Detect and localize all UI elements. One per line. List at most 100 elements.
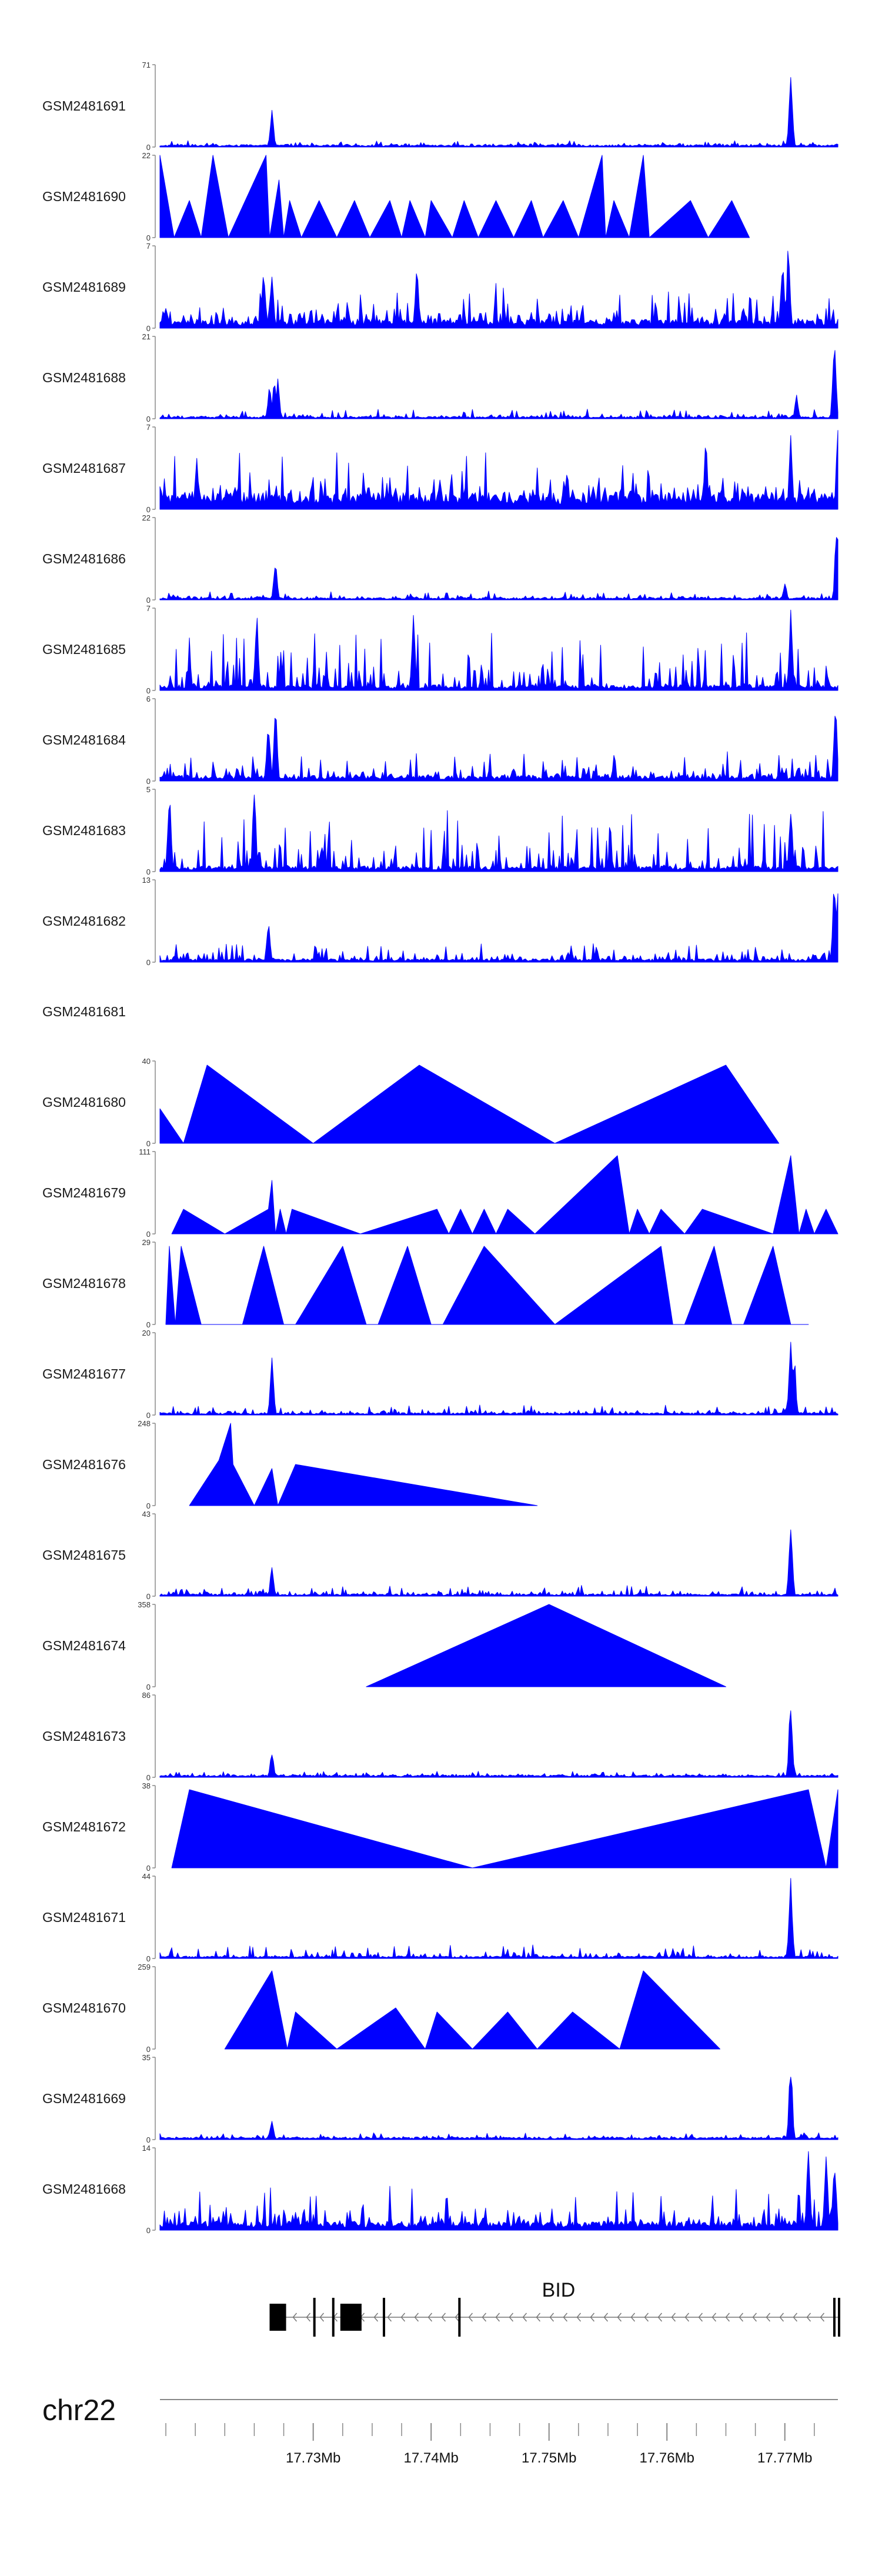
strand-arrow (441, 2313, 446, 2322)
gene-exon (458, 2298, 461, 2337)
strand-arrow (617, 2313, 622, 2322)
chromosome-label: chr22 (42, 2394, 116, 2427)
coverage-area (165, 1246, 809, 1325)
track-label: GSM2481675 (42, 1547, 126, 1563)
track-ymin-label: 0 (146, 324, 151, 333)
coverage-area (171, 1789, 838, 1868)
track-ymin-label: 0 (146, 1411, 151, 1420)
track-ymax-label: 20 (142, 1329, 151, 1337)
track-label: GSM2481690 (42, 189, 126, 204)
track-ymin-label: 0 (146, 958, 151, 967)
track-label: GSM2481683 (42, 823, 126, 838)
coverage-area (159, 716, 838, 782)
track-ymin-label: 0 (146, 2226, 151, 2235)
track-GSM2481675: GSM2481675 43 0 (42, 1510, 838, 1601)
gene-exon (340, 2304, 362, 2331)
track-label: GSM2481688 (42, 370, 126, 385)
coverage-area (171, 1155, 838, 1234)
track-label: GSM2481676 (42, 1457, 126, 1472)
track-GSM2481680: GSM2481680 40 0 (42, 1057, 780, 1148)
strand-arrow (387, 2313, 392, 2322)
strand-arrow (684, 2313, 690, 2322)
track-GSM2481690: GSM2481690 22 0 (42, 151, 750, 242)
strand-arrow (373, 2313, 379, 2322)
coverage-area (189, 1423, 538, 1506)
track-ymax-label: 44 (142, 1872, 151, 1881)
track-ymin-label: 0 (146, 686, 151, 695)
track-GSM2481669: GSM2481669 35 0 (42, 2053, 838, 2144)
track-GSM2481672: GSM2481672 38 0 (42, 1781, 838, 1873)
track-ymin-label: 0 (146, 1320, 151, 1329)
track-GSM2481681: GSM2481681 (42, 1004, 126, 1019)
track-ymin-label: 0 (146, 1773, 151, 1782)
track-GSM2481678: GSM2481678 29 0 (42, 1238, 809, 1329)
coverage-area (159, 1878, 838, 1959)
track-GSM2481676: GSM2481676 248 0 (42, 1419, 538, 1510)
strand-arrow (400, 2313, 406, 2322)
track-GSM2481670: GSM2481670 259 0 (42, 1963, 720, 2054)
strand-arrow (536, 2313, 541, 2322)
strand-arrow (563, 2313, 568, 2322)
track-ymax-label: 29 (142, 1238, 151, 1247)
track-GSM2481688: GSM2481688 21 0 (42, 332, 838, 423)
track-label: GSM2481673 (42, 1729, 126, 1744)
coverage-area (159, 1529, 838, 1597)
strand-arrow (509, 2313, 514, 2322)
track-label: GSM2481681 (42, 1004, 126, 1019)
coverage-area (159, 1065, 780, 1144)
strand-arrow (319, 2313, 325, 2322)
track-ymax-label: 71 (142, 61, 151, 69)
coverage-area (159, 537, 838, 600)
data-tracks: GSM2481691710GSM2481690220GSM248168970GS… (42, 61, 838, 2235)
strand-arrow (306, 2313, 311, 2322)
coverage-area (159, 77, 838, 148)
track-GSM2481668: GSM2481668 14 0 (42, 2144, 838, 2235)
track-label: GSM2481689 (42, 279, 126, 295)
track-GSM2481685: GSM2481685 7 0 (42, 604, 838, 695)
strand-arrow (806, 2313, 811, 2322)
strand-arrow (766, 2313, 771, 2322)
strand-arrow (414, 2313, 419, 2322)
track-GSM2481674: GSM2481674 358 0 (42, 1600, 726, 1691)
axis-tick-label: 17.75Mb (522, 2450, 576, 2466)
track-ymin-label: 0 (146, 1230, 151, 1239)
strand-arrow (793, 2313, 798, 2322)
track-ymin-label: 0 (146, 777, 151, 786)
track-GSM2481691: GSM2481691 71 0 (42, 61, 838, 152)
gene-name-label: BID (542, 2279, 576, 2301)
track-label: GSM2481687 (42, 461, 126, 476)
axis-tick-label: 17.74Mb (403, 2450, 458, 2466)
track-label: GSM2481686 (42, 551, 126, 566)
coverage-area (159, 795, 838, 872)
track-ymax-label: 7 (146, 604, 151, 613)
strand-arrow (671, 2313, 676, 2322)
gene-exon (332, 2298, 335, 2337)
track-label: GSM2481674 (42, 1638, 126, 1653)
track-label: GSM2481670 (42, 2000, 126, 2016)
track-GSM2481671: GSM2481671 44 0 (42, 1872, 838, 1963)
track-GSM2481679: GSM2481679 111 0 (42, 1147, 838, 1239)
strand-arrow (576, 2313, 582, 2322)
coverage-area (159, 1710, 838, 1778)
track-ymin-label: 0 (146, 1592, 151, 1601)
track-ymin-label: 0 (146, 1683, 151, 1691)
track-label: GSM2481677 (42, 1366, 126, 1382)
strand-arrow (549, 2313, 554, 2322)
track-label: GSM2481691 (42, 98, 126, 114)
track-ymax-label: 6 (146, 695, 151, 703)
axis-tick-label: 17.76Mb (640, 2450, 694, 2466)
coverage-area (159, 1342, 838, 1416)
track-ymin-label: 0 (146, 596, 151, 605)
gene-exon (313, 2298, 316, 2337)
track-ymax-label: 22 (142, 513, 151, 522)
coverage-area (159, 2151, 838, 2231)
track-ymin-label: 0 (146, 867, 151, 876)
track-GSM2481686: GSM2481686 22 0 (42, 513, 838, 605)
track-ymin-label: 0 (146, 2045, 151, 2054)
track-ymin-label: 0 (146, 1954, 151, 1963)
track-ymax-label: 7 (146, 423, 151, 432)
track-ymax-label: 40 (142, 1057, 151, 1066)
strand-arrow (644, 2313, 649, 2322)
track-ymin-label: 0 (146, 2135, 151, 2144)
